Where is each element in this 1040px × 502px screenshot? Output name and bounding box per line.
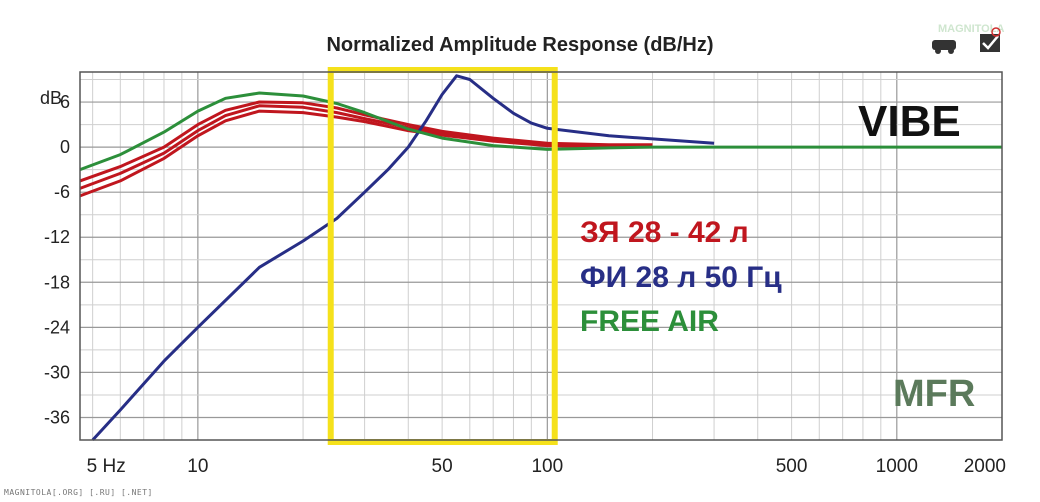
- annotation-closed-box: ЗЯ 28 - 42 л: [580, 216, 749, 249]
- series-line-4: [79, 91, 1002, 172]
- x-tick-label: 500: [776, 456, 808, 477]
- x-tick-label: 100: [531, 456, 563, 477]
- footer-text: MAGNITOLA[.ORG] [.RU] [.NET]: [4, 488, 153, 497]
- chart-title: Normalized Amplitude Response (dB/Hz): [326, 34, 714, 56]
- plot-frame: [79, 71, 1003, 441]
- x-tick-label: 1000: [876, 456, 918, 477]
- series-lines: [79, 74, 1002, 442]
- y-tick-label: -12: [44, 227, 70, 247]
- plot-area: [80, 72, 1002, 440]
- pin-icon: [991, 27, 1001, 37]
- x-tick-label: 2000: [964, 456, 1006, 477]
- magnitola-logo: MAGNITOLA: [932, 23, 1004, 54]
- annotation-bass-reflex: ФИ 28 л 50 Гц: [580, 261, 782, 294]
- x-tick-label: 50: [432, 456, 453, 477]
- y-tick-label: 6: [60, 92, 70, 112]
- annotation-free-air: FREE AIR: [580, 305, 719, 338]
- series-line-3: [91, 74, 715, 442]
- x-tick-label: 10: [187, 456, 208, 477]
- annotation-mfr: MFR: [893, 373, 975, 415]
- y-tick-label: -36: [44, 407, 70, 427]
- annotation-vibe: VIBE: [858, 97, 961, 146]
- svg-text:MAGNITOLA: MAGNITOLA: [938, 23, 1004, 35]
- car-icon: [932, 40, 956, 50]
- y-tick-label: -30: [44, 362, 70, 382]
- x-tick-labels: 5 Hz 10 50 100 500 1000 2000: [87, 456, 1006, 477]
- y-tick-label: -24: [44, 317, 70, 337]
- y-tick-label: -6: [54, 182, 70, 202]
- highlight-box: [327, 67, 558, 445]
- y-tick-labels: 6 0 -6 -12 -18 -24 -30 -36: [44, 92, 70, 427]
- y-tick-label: -18: [44, 272, 70, 292]
- series-line-2: [79, 100, 653, 183]
- x-tick-label: 5 Hz: [87, 456, 126, 477]
- y-tick-label: 0: [60, 137, 70, 157]
- y-axis-label: dB: [40, 88, 62, 108]
